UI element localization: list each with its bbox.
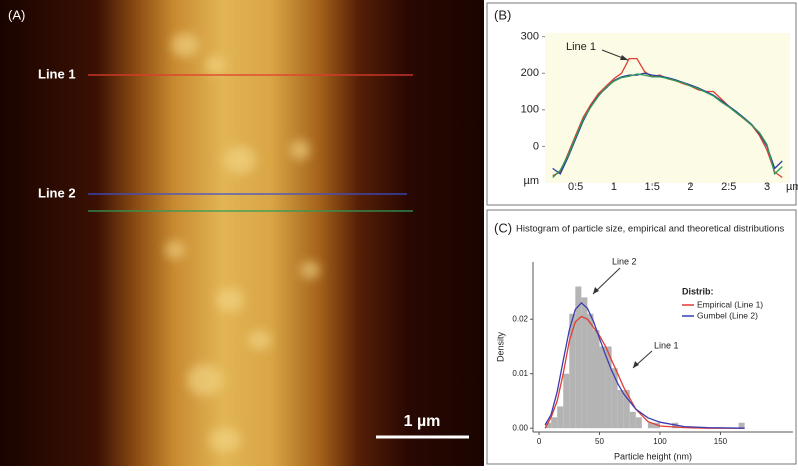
x-axis-label: Particle height (nm) <box>614 451 692 461</box>
y-tick-label: 0 <box>533 140 539 152</box>
histogram-bar <box>636 417 642 428</box>
panel-label: (C) <box>494 220 512 235</box>
x-unit-label: µm <box>786 181 798 193</box>
y-tick-label: 0.02 <box>512 314 528 323</box>
line-label: Line 1 <box>38 66 76 81</box>
histogram-bar <box>593 330 599 428</box>
histogram-bar <box>587 314 593 428</box>
panel-label: (A) <box>8 7 25 22</box>
x-tick-label: 50 <box>595 437 604 446</box>
y-tick-label: 200 <box>521 67 539 79</box>
x-tick-label: 1.5 <box>645 181 660 193</box>
figure: (A) Line 1 Line 2 1 µm (B) 0 100 200 300 µm 0.… <box>0 0 798 466</box>
y-axis-label: Density <box>495 331 505 362</box>
x-tick-label: 0.5 <box>568 181 583 193</box>
y-unit-label: µm <box>523 175 539 187</box>
y-tick-label: 0.00 <box>512 423 528 432</box>
histogram-bar <box>600 346 606 428</box>
x-tick-label: 2.5 <box>721 181 736 193</box>
legend-title: Distrib: <box>682 286 714 296</box>
annotation: Line 2 <box>612 256 637 266</box>
x-tick-label: 150 <box>714 437 728 446</box>
afm-panel: (A) Line 1 Line 2 1 µm <box>0 0 484 466</box>
legend-label: Gumbel (Line 2) <box>697 310 758 320</box>
line-label: Line 2 <box>38 185 76 200</box>
histogram-bar <box>618 390 624 428</box>
annotation: Line 1 <box>566 41 596 53</box>
histogram-bar <box>563 374 569 428</box>
chart-title: Histogram of particle size, empirical an… <box>516 224 784 235</box>
histogram-bar <box>551 417 557 428</box>
panel-label: (B) <box>494 7 511 22</box>
legend-label: Empirical (Line 1) <box>697 299 763 309</box>
y-tick-label: 300 <box>521 31 539 43</box>
plot-background <box>545 33 790 183</box>
x-tick-label: 1 <box>611 181 617 193</box>
x-tick-label: 2 <box>687 181 693 193</box>
histogram-bar <box>630 412 636 428</box>
x-tick-label: 100 <box>653 437 667 446</box>
histogram-bar <box>739 423 745 428</box>
annotation: Line 1 <box>654 340 679 350</box>
scale-bar-label: 1 µm <box>404 413 441 430</box>
x-tick-label: 3 <box>764 181 770 193</box>
y-tick-label: 100 <box>521 104 539 116</box>
y-tick-label: 0.01 <box>512 369 528 378</box>
x-tick-label: 0 <box>537 437 542 446</box>
histogram-bar <box>557 406 563 428</box>
